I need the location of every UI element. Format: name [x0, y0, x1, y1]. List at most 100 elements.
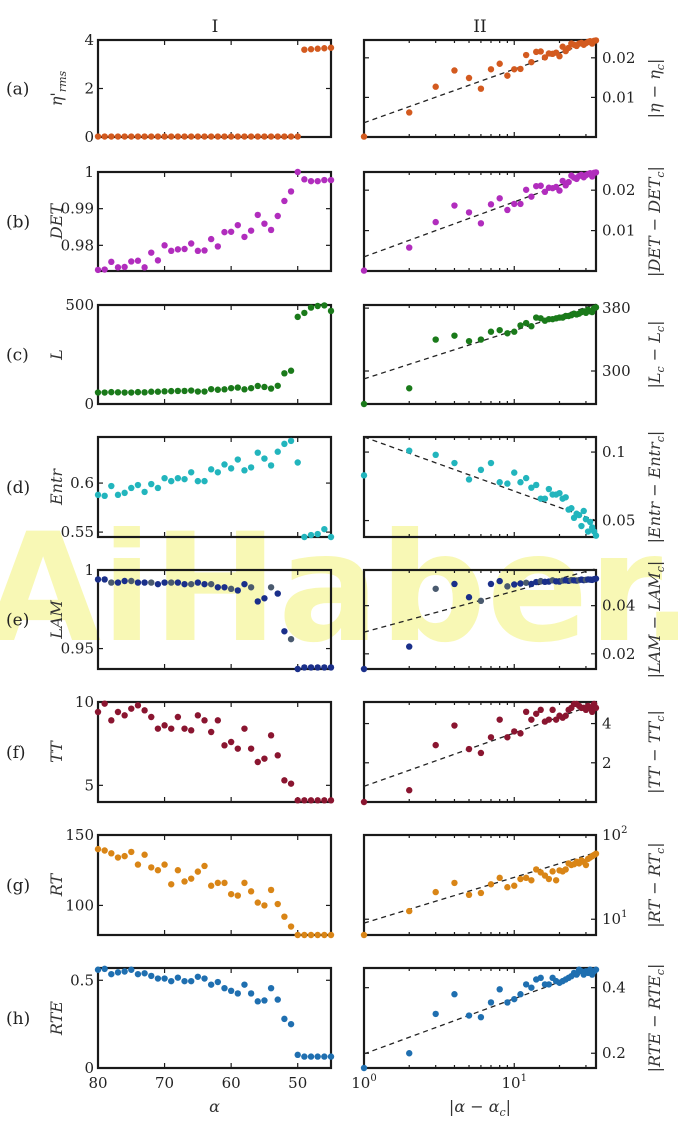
data-point	[307, 664, 315, 671]
x-tick-label-exponent: 1	[521, 1073, 527, 1084]
data-point	[108, 717, 115, 724]
data-point	[101, 700, 108, 707]
data-point	[94, 266, 102, 274]
panel-label: (e)	[6, 611, 29, 631]
data-point	[465, 209, 473, 216]
data-point	[287, 780, 295, 787]
data-point	[148, 713, 155, 721]
x-tick-label: 80	[88, 1074, 107, 1092]
data-point	[575, 511, 583, 519]
data-point	[287, 188, 295, 195]
data-point	[141, 389, 148, 396]
axes-frame	[362, 170, 598, 273]
data-point	[465, 337, 473, 345]
data-point	[432, 1010, 439, 1018]
data-point	[214, 469, 222, 476]
data-point	[134, 388, 142, 396]
data-point	[562, 712, 569, 719]
data-point	[201, 388, 208, 395]
data-point	[578, 522, 585, 530]
y-axis-label-part: c	[654, 969, 667, 975]
data-point	[188, 727, 195, 734]
data-point	[261, 755, 268, 762]
data-point	[214, 717, 222, 724]
y-axis-label-part: |	[645, 321, 664, 326]
y-axis-label: |Entr − Entrc​|	[645, 431, 667, 544]
data-point	[201, 580, 208, 588]
data-point	[234, 745, 241, 752]
panel-label: (a)	[6, 80, 29, 100]
data-point	[517, 991, 524, 998]
data-point	[314, 931, 321, 939]
data-point	[254, 598, 261, 605]
data-point	[108, 579, 115, 586]
y-axis-label: |RTE − RTEc​|	[645, 964, 667, 1073]
y-tick-label: 2	[84, 80, 94, 98]
data-point	[114, 708, 122, 716]
axes-frame	[96, 303, 333, 406]
data-point	[314, 530, 321, 538]
data-point	[94, 966, 102, 973]
data-point	[221, 133, 228, 140]
data-point	[207, 385, 215, 393]
data-point	[487, 459, 495, 467]
data-point	[188, 469, 195, 476]
y-tick-label: 0.02	[602, 645, 635, 663]
data-point	[128, 705, 135, 712]
data-point	[360, 472, 368, 479]
data-point	[128, 133, 135, 140]
y-tick-label: 0.02	[602, 49, 635, 67]
fit-line	[363, 851, 597, 924]
data-point	[307, 304, 315, 311]
data-point	[517, 322, 524, 329]
data-point	[274, 212, 281, 220]
data-point	[281, 913, 288, 920]
data-point	[261, 383, 268, 391]
data-point	[301, 309, 308, 317]
y-axis-label-part: L	[47, 349, 66, 361]
data-point	[360, 400, 368, 408]
data-point	[307, 46, 315, 53]
panel-a-II: 0.01 0.02 |η − ηc​|	[360, 37, 667, 140]
data-point	[477, 597, 485, 605]
data-point	[451, 580, 458, 588]
data-point	[487, 201, 495, 208]
data-point	[528, 484, 535, 491]
data-point	[207, 133, 215, 140]
y-axis-label-part: LAM	[47, 600, 66, 640]
data-point	[114, 133, 122, 140]
data-point	[188, 240, 195, 247]
panel-e-I: 0.95 1 LAM (e)	[6, 561, 335, 673]
data-point	[154, 975, 162, 982]
data-point	[294, 313, 301, 321]
data-point	[517, 580, 524, 587]
fit-line	[363, 171, 597, 258]
x-tick-label: 100	[351, 1073, 376, 1092]
panel-label: (g)	[6, 876, 30, 896]
data-point	[545, 875, 553, 883]
axes-frame	[362, 833, 598, 937]
data-point	[174, 133, 182, 140]
data-point	[241, 725, 248, 732]
data-point	[241, 580, 248, 588]
axes-frame	[96, 170, 333, 273]
y-tick-label: 0.01	[602, 88, 635, 106]
axes-frame	[362, 700, 598, 804]
y-tick-label: 150	[65, 826, 94, 844]
data-point	[406, 1050, 413, 1057]
y-tick-label: 0	[84, 395, 94, 413]
data-point	[154, 388, 162, 395]
data-point	[201, 247, 208, 254]
panel-label: (c)	[6, 346, 29, 366]
data-point	[214, 386, 222, 393]
data-point	[114, 264, 122, 271]
data-point	[241, 233, 248, 241]
data-point	[121, 852, 128, 860]
data-point	[301, 533, 308, 541]
data-point	[154, 580, 162, 588]
y-axis-label: |LAM − LAMc​|	[645, 561, 667, 679]
data-point	[307, 797, 315, 804]
axes-frame	[96, 435, 333, 539]
data-point	[247, 133, 255, 140]
data-point	[174, 387, 182, 395]
